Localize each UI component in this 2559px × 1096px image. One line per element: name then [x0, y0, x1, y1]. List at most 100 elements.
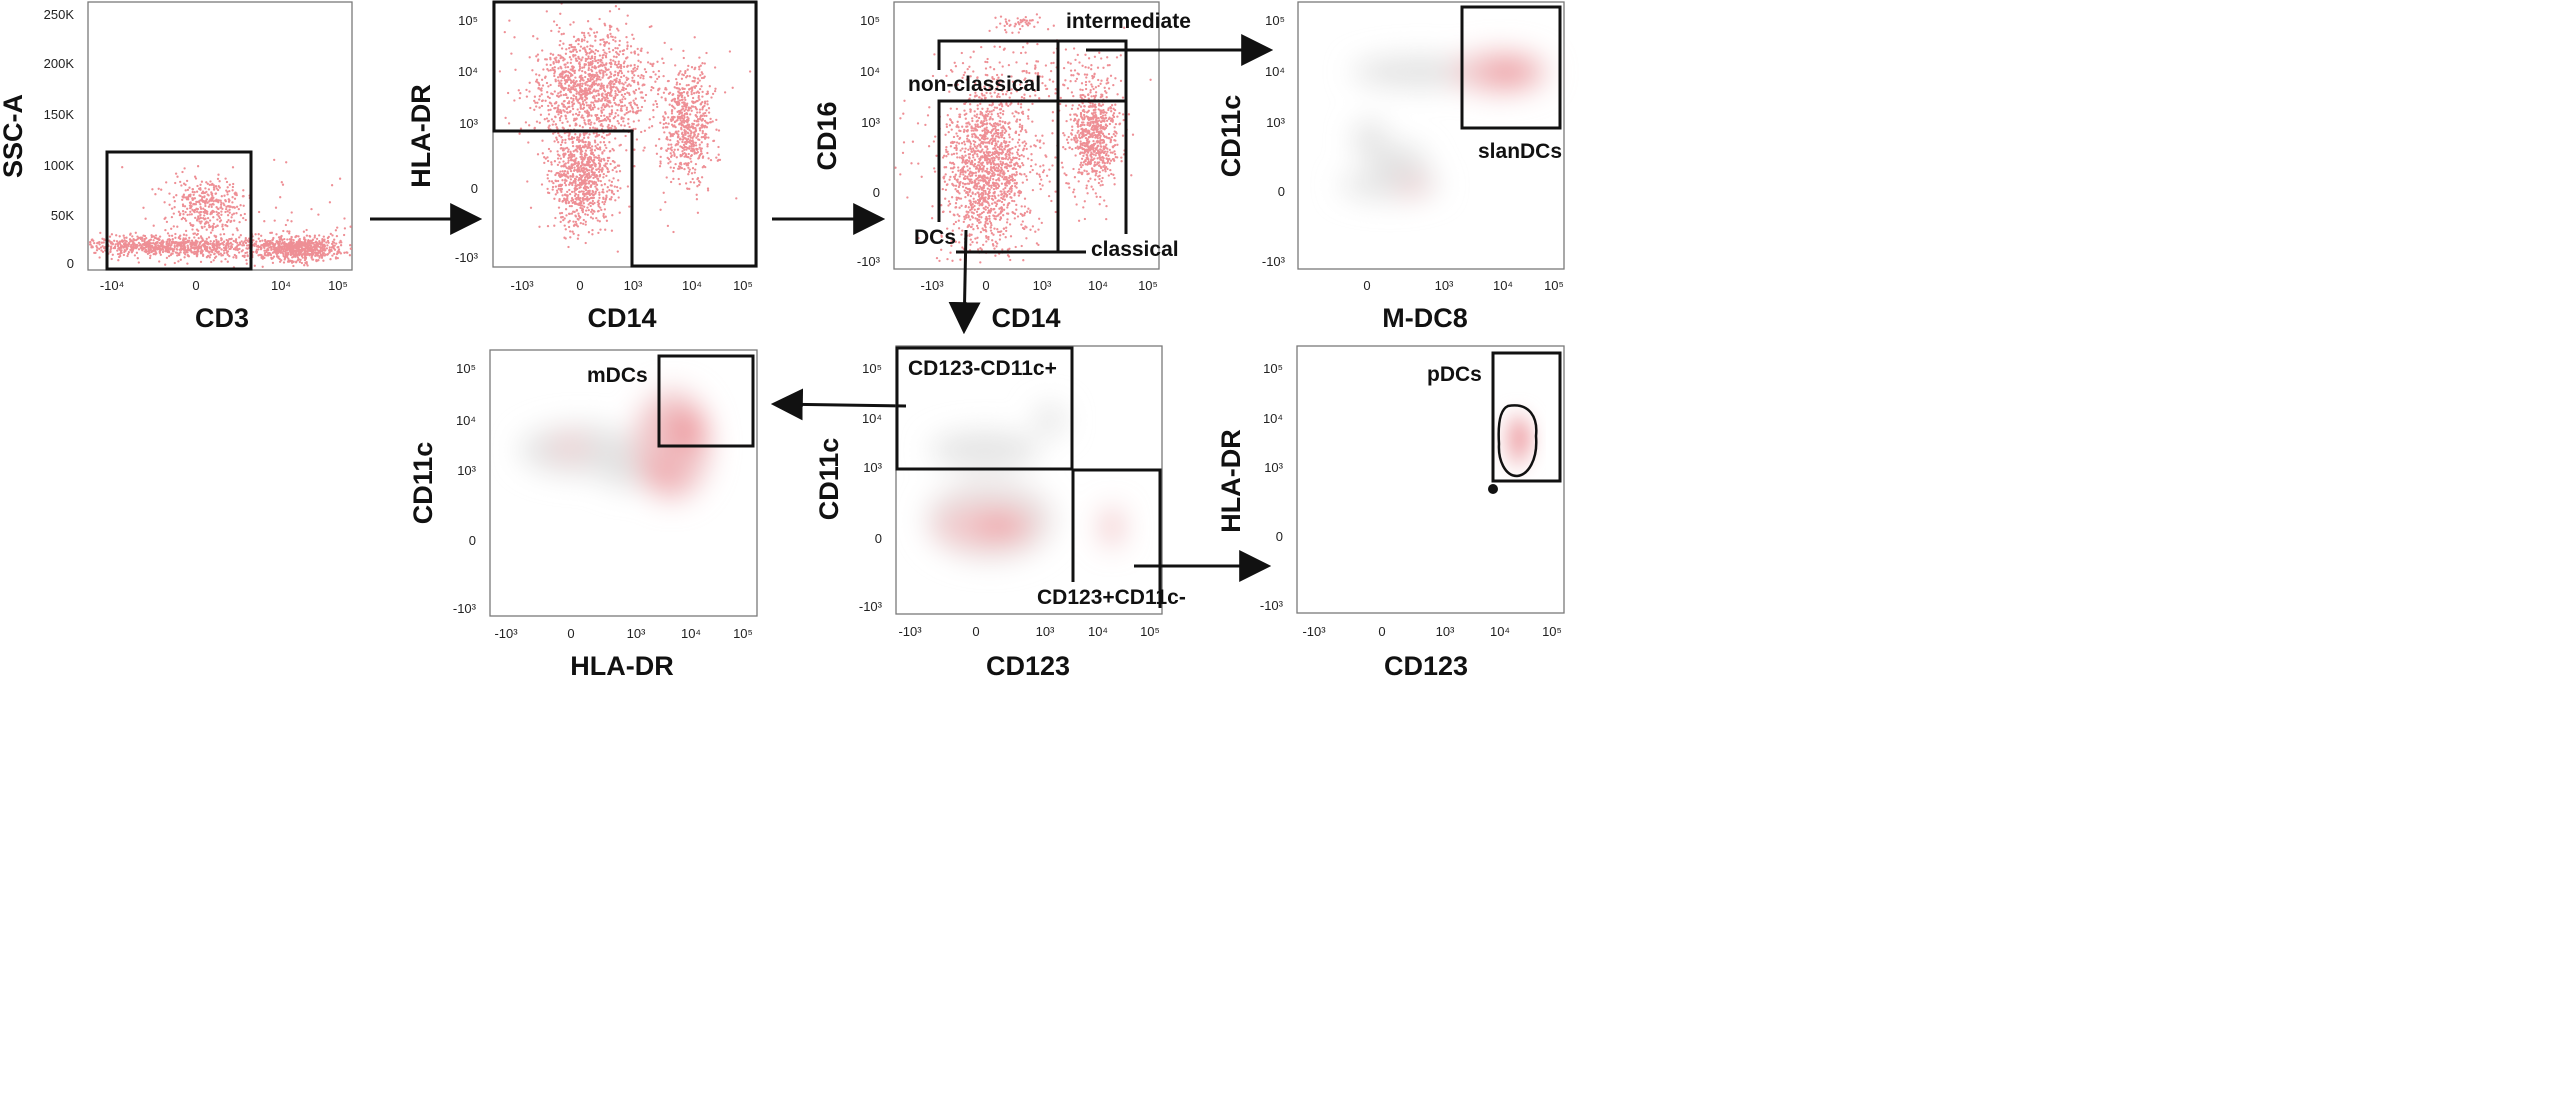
- event-dot: [677, 91, 680, 94]
- event-dot: [311, 246, 314, 250]
- event-dot: [581, 140, 584, 143]
- event-dot: [606, 34, 609, 37]
- event-dot: [702, 105, 705, 109]
- event-dot: [598, 173, 602, 177]
- event-dot: [572, 97, 575, 101]
- event-dot: [532, 35, 535, 38]
- event-dot: [622, 74, 626, 77]
- event-dot: [594, 156, 598, 159]
- event-dot: [609, 162, 612, 166]
- event-dot: [677, 133, 680, 136]
- event-dot: [633, 80, 636, 84]
- event-dot: [695, 124, 698, 127]
- event-dot: [678, 72, 681, 75]
- event-dot: [569, 23, 572, 26]
- event-dot: [622, 88, 625, 92]
- event-dot: [567, 78, 570, 81]
- event-dot: [567, 245, 570, 249]
- event-dot: [579, 202, 583, 205]
- event-dot: [288, 230, 291, 233]
- event-dot: [636, 81, 640, 84]
- event-dot: [231, 166, 235, 169]
- event-dot: [605, 73, 608, 76]
- event-dot: [564, 141, 567, 144]
- event-dot: [239, 243, 242, 246]
- event-dot: [705, 51, 708, 55]
- event-dot: [192, 202, 195, 206]
- event-dot: [644, 70, 648, 74]
- event-dot: [688, 75, 691, 78]
- event-dot: [559, 184, 562, 188]
- event-dot: [547, 85, 550, 88]
- event-dot: [735, 197, 738, 200]
- event-dot: [964, 147, 967, 150]
- event-dot: [184, 246, 187, 249]
- event-dot: [280, 242, 283, 246]
- event-dot: [571, 141, 574, 145]
- event-dot: [179, 212, 182, 215]
- event-dot: [559, 75, 562, 78]
- event-dot: [973, 110, 976, 113]
- event-dot: [612, 117, 615, 120]
- event-dot: [285, 255, 289, 258]
- event-dot: [979, 102, 982, 106]
- event-dot: [963, 143, 967, 146]
- event-dot: [258, 240, 262, 243]
- event-dot: [990, 232, 994, 235]
- event-dot: [557, 104, 560, 107]
- event-dot: [601, 92, 604, 95]
- event-dot: [970, 233, 973, 236]
- event-dot: [1015, 208, 1018, 211]
- event-dot: [575, 164, 579, 168]
- event-dot: [289, 238, 293, 241]
- event-dot: [571, 201, 574, 205]
- event-dot: [592, 159, 596, 162]
- event-dot: [560, 79, 563, 82]
- event-dot: [607, 36, 610, 39]
- event-dot: [648, 126, 651, 129]
- event-dot: [612, 98, 616, 102]
- event-dot: [581, 82, 584, 85]
- event-dot: [562, 153, 565, 156]
- event-dot: [590, 63, 593, 66]
- event-dot: [244, 241, 248, 245]
- event-dot: [573, 168, 576, 172]
- event-dot: [621, 49, 624, 53]
- event-dot: [633, 66, 636, 69]
- y-tick: 100K: [44, 158, 75, 173]
- event-dot: [602, 53, 605, 57]
- event-dot: [243, 254, 246, 257]
- event-dot: [559, 94, 563, 97]
- event-dot: [625, 112, 628, 115]
- event-dot: [303, 264, 306, 267]
- event-dot: [286, 253, 289, 257]
- event-dot: [284, 250, 287, 253]
- event-dot: [224, 257, 227, 261]
- event-dot: [216, 188, 220, 192]
- event-dot: [542, 68, 545, 71]
- event-dot: [620, 124, 623, 127]
- event-dot: [618, 211, 621, 214]
- event-dot: [193, 250, 196, 253]
- event-dot: [684, 137, 687, 140]
- event-dot: [589, 74, 593, 77]
- event-dot: [161, 248, 165, 252]
- event-dot: [687, 170, 691, 173]
- event-dot: [981, 148, 984, 151]
- event-dot: [564, 165, 567, 168]
- event-dot: [586, 199, 589, 202]
- event-dot: [227, 200, 231, 203]
- event-dot: [699, 115, 702, 119]
- event-dot: [194, 177, 198, 180]
- event-dot: [715, 128, 718, 131]
- event-dot: [583, 121, 586, 124]
- event-dot: [147, 242, 150, 245]
- event-dot: [562, 93, 565, 97]
- event-dot: [326, 239, 330, 243]
- event-dot: [257, 248, 260, 251]
- event-dot: [586, 213, 589, 217]
- event-dot: [609, 75, 612, 78]
- event-dot: [206, 193, 209, 196]
- event-dot: [287, 244, 290, 247]
- event-dot: [601, 38, 604, 41]
